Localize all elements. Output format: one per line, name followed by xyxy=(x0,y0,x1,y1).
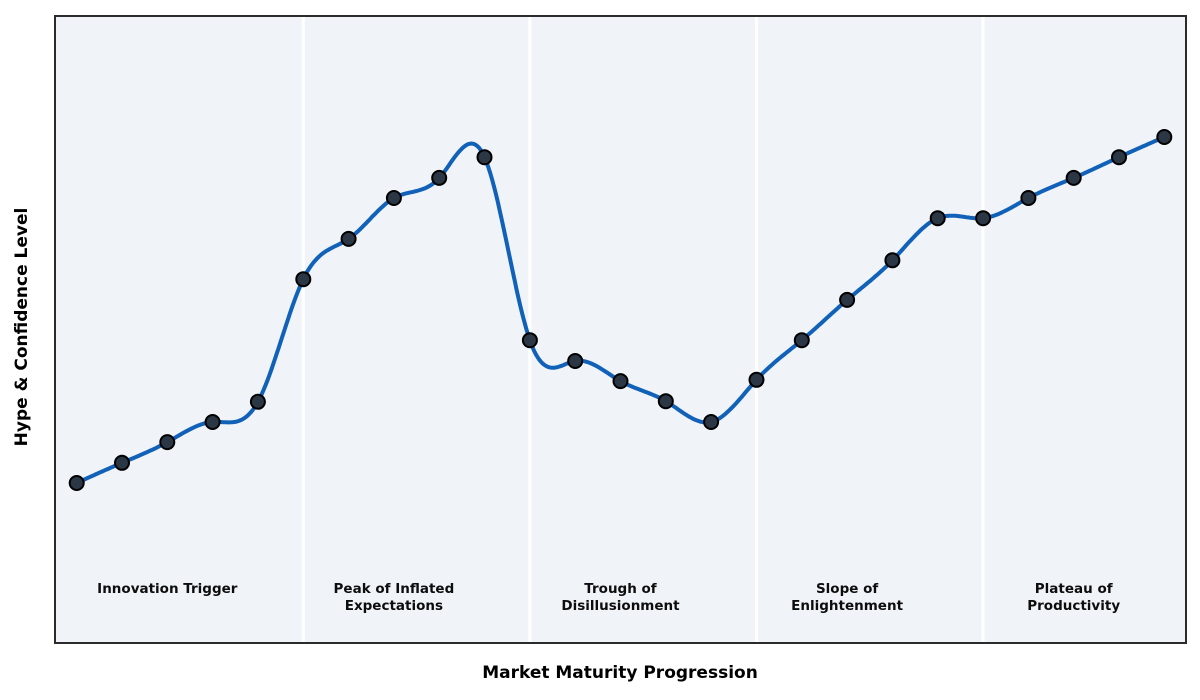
data-point-marker xyxy=(385,190,402,206)
data-point-marker xyxy=(1020,190,1037,206)
phase-label-line: Trough of xyxy=(584,581,657,597)
y-axis-label: Hype & Confidence Level xyxy=(12,207,32,447)
data-point-marker xyxy=(204,414,221,430)
data-point-marker xyxy=(748,371,765,388)
phase-label-line: Expectations xyxy=(344,597,444,614)
data-point-marker xyxy=(521,332,538,349)
data-point-marker xyxy=(431,169,448,186)
phase-label-line: Slope of xyxy=(815,581,879,597)
data-point-marker xyxy=(1111,149,1127,166)
phase-label-line: Enlightenment xyxy=(791,597,904,614)
phase-label-line: Disillusionment xyxy=(561,597,680,614)
data-point-marker xyxy=(567,353,584,369)
data-point-marker xyxy=(1156,129,1173,145)
phase-label-peak-of-inflated-expectations: Peak of Inflated Expectations xyxy=(334,581,455,614)
data-point-marker xyxy=(884,252,901,269)
data-point-marker xyxy=(839,291,856,308)
plot-border xyxy=(54,15,1187,644)
plot-area-background xyxy=(54,15,1187,644)
phase-label-innovation-trigger: Innovation Trigger xyxy=(97,581,237,598)
data-point-marker xyxy=(68,475,85,491)
phase-label-line: Productivity xyxy=(1027,597,1121,614)
data-point-marker xyxy=(612,373,629,390)
phase-label-trough-of-disillusionment: Trough of Disillusionment xyxy=(561,581,679,614)
data-point-marker xyxy=(476,149,493,166)
data-point-marker xyxy=(340,230,357,247)
data-point-marker xyxy=(703,414,720,430)
data-point-marker xyxy=(114,454,130,471)
phase-dividers xyxy=(301,16,985,643)
data-point-marker xyxy=(249,393,266,410)
data-point-marker xyxy=(159,434,176,451)
phase-label-plateau-of-productivity: Plateau of Productivity xyxy=(1027,581,1120,614)
data-point-marker xyxy=(793,332,810,349)
phase-label-line: Plateau of xyxy=(1034,581,1113,597)
data-point-marker xyxy=(295,271,312,288)
phase-label-line: Peak of Inflated xyxy=(333,581,455,597)
phase-label-line: Innovation Trigger xyxy=(97,581,238,597)
x-axis-label: Market Maturity Progression xyxy=(482,663,758,683)
data-points xyxy=(68,129,1173,491)
data-point-marker xyxy=(657,393,674,410)
data-point-marker xyxy=(1065,169,1082,186)
data-point-marker xyxy=(975,210,992,227)
data-point-marker xyxy=(929,210,946,227)
phase-label-slope-of-enlightenment: Slope of Enlightenment xyxy=(791,581,903,614)
